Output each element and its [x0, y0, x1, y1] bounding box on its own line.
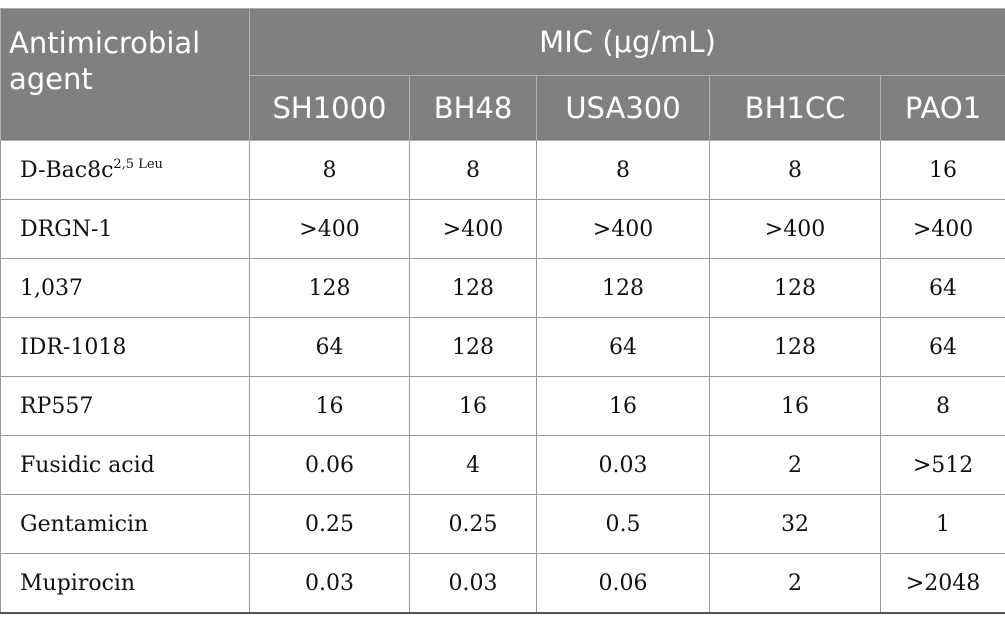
- strain-header-usa300: USA300: [536, 75, 710, 141]
- agent-name-cell: RP557: [0, 376, 250, 436]
- mic-cell: 2: [709, 553, 881, 614]
- mic-cell: >400: [249, 199, 410, 259]
- agent-name-cell: DRGN-1: [0, 199, 250, 259]
- mic-cell: 4: [409, 435, 537, 495]
- table-row: 1,037 128 128 128 128 64: [0, 258, 1005, 318]
- mic-cell: 16: [709, 376, 881, 436]
- agent-name-cell: D-Bac8c2,5 Leu: [0, 140, 250, 200]
- mic-cell: >400: [709, 199, 881, 259]
- mic-cell: 128: [536, 258, 710, 318]
- table-header: Antimicrobial agent MIC (μg/mL) SH1000 B…: [0, 8, 1005, 141]
- mic-cell: >512: [879, 435, 1005, 495]
- mic-table: Antimicrobial agent MIC (μg/mL) SH1000 B…: [0, 8, 1005, 614]
- strain-header-bh1cc: BH1CC: [709, 75, 881, 141]
- mic-cell: >400: [879, 199, 1005, 259]
- agent-superscript: 2,5 Leu: [113, 157, 163, 172]
- table-row: D-Bac8c2,5 Leu 8 8 8 8 16: [0, 140, 1005, 200]
- mic-cell: 64: [249, 317, 410, 377]
- mic-cell: 8: [249, 140, 410, 200]
- mic-cell: 128: [709, 258, 881, 318]
- mic-cell: 0.5: [536, 494, 710, 554]
- mic-cell: 0.03: [249, 553, 410, 614]
- mic-cell: 0.06: [536, 553, 710, 614]
- mic-cell: >400: [409, 199, 537, 259]
- agent-name-cell: Gentamicin: [0, 494, 250, 554]
- strain-header-bh48: BH48: [409, 75, 537, 141]
- mic-cell: >2048: [879, 553, 1005, 614]
- mic-cell: 0.03: [409, 553, 537, 614]
- mic-cell: 128: [249, 258, 410, 318]
- table-row: RP557 16 16 16 16 8: [0, 376, 1005, 436]
- mic-cell: 8: [409, 140, 537, 200]
- mic-cell: 16: [536, 376, 710, 436]
- agent-name: D-Bac8c: [20, 158, 114, 183]
- mic-cell: 16: [879, 140, 1005, 200]
- header-row-strains: SH1000 BH48 USA300 BH1CC PAO1: [1, 75, 1005, 141]
- table-row: Gentamicin 0.25 0.25 0.5 32 1: [0, 494, 1005, 554]
- mic-cell: 0.03: [536, 435, 710, 495]
- table-row: Fusidic acid 0.06 4 0.03 2 >512: [0, 435, 1005, 495]
- table-row: DRGN-1 >400 >400 >400 >400 >400: [0, 199, 1005, 259]
- mic-cell: 1: [879, 494, 1005, 554]
- strain-header-pao1: PAO1: [879, 75, 1005, 141]
- mic-cell: 64: [879, 317, 1005, 377]
- mic-cell: 0.06: [249, 435, 410, 495]
- mic-column-header: MIC (μg/mL): [248, 8, 1005, 76]
- agent-name-cell: 1,037: [0, 258, 250, 318]
- header-row-top: Antimicrobial agent MIC (μg/mL): [0, 8, 1005, 141]
- table-row: IDR-1018 64 128 64 128 64: [0, 317, 1005, 377]
- mic-cell: 64: [879, 258, 1005, 318]
- mic-cell: >400: [536, 199, 710, 259]
- table-row: Mupirocin 0.03 0.03 0.06 2 >2048: [0, 553, 1005, 614]
- mic-cell: 128: [409, 258, 537, 318]
- mic-cell: 0.25: [409, 494, 537, 554]
- mic-cell: 8: [709, 140, 881, 200]
- mic-cell: 0.25: [249, 494, 410, 554]
- mic-cell: 2: [709, 435, 881, 495]
- agent-name-cell: Fusidic acid: [0, 435, 250, 495]
- mic-cell: 8: [879, 376, 1005, 436]
- mic-cell: 64: [536, 317, 710, 377]
- mic-cell: 128: [709, 317, 881, 377]
- agent-column-header: Antimicrobial agent: [0, 8, 250, 141]
- agent-name-cell: Mupirocin: [0, 553, 250, 614]
- table-body: D-Bac8c2,5 Leu 8 8 8 8 16 DRGN-1 >400 >4…: [0, 140, 1005, 614]
- mic-cell: 128: [409, 317, 537, 377]
- mic-cell: 16: [249, 376, 410, 436]
- mic-cell: 32: [709, 494, 881, 554]
- agent-name-cell: IDR-1018: [0, 317, 250, 377]
- strain-header-sh1000: SH1000: [249, 75, 410, 141]
- mic-cell: 16: [409, 376, 537, 436]
- mic-cell: 8: [536, 140, 710, 200]
